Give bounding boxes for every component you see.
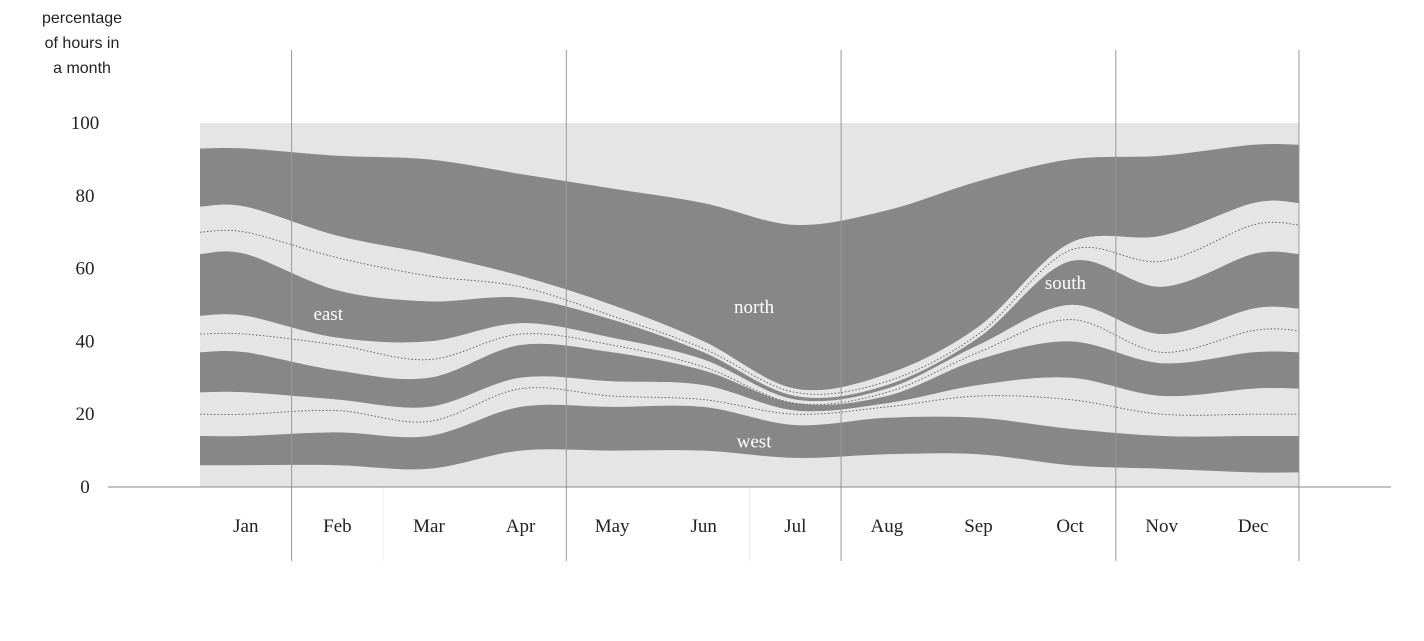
area-band: [200, 376, 1299, 438]
dotted-separators: [199, 221, 1300, 423]
x-tick-label: Oct: [1056, 516, 1084, 537]
y-axis-label: percentage of hours in a month: [42, 10, 122, 77]
x-tick-label: Dec: [1238, 516, 1269, 537]
y-tick-label: 80: [76, 186, 95, 207]
x-tick-label: Sep: [964, 516, 993, 537]
x-axis-month-labels: Jan Feb Mar Apr May Jun Jul Aug Sep Oct Nov Dec: [233, 516, 1268, 537]
y-tick-label: 60: [76, 259, 95, 280]
y-tick-label: 40: [76, 331, 95, 352]
area-band: [200, 404, 1299, 473]
area-band: [200, 251, 1299, 402]
y-axis-label-line: percentage: [42, 10, 122, 27]
area-band: [200, 200, 1299, 398]
dotted-separator-line: [199, 387, 1299, 423]
x-tick-label: Aug: [871, 516, 904, 537]
x-tick-label: Nov: [1145, 516, 1178, 537]
annotation-label: west: [737, 432, 773, 453]
area-band: [200, 341, 1299, 412]
x-tick-label: Mar: [413, 516, 445, 537]
y-tick-label: 0: [80, 477, 90, 498]
x-tick-label: Jun: [691, 516, 718, 537]
y-tick-label: 20: [76, 404, 95, 425]
annotation-label: east: [313, 304, 343, 325]
dotted-separator-line: [199, 221, 1300, 395]
direction-annotations: north east south west: [313, 273, 1086, 452]
x-tick-label: May: [595, 516, 630, 537]
area-band: [200, 144, 1299, 391]
annotation-label: north: [734, 297, 775, 318]
quarter-lines: [291, 50, 1300, 561]
x-tick-label: Feb: [323, 516, 352, 537]
y-axis-label-line: of hours in: [45, 35, 120, 52]
area-bands: [200, 144, 1299, 473]
area-band: [200, 304, 1299, 405]
y-axis-ticks: 0 20 40 60 80 100: [71, 113, 100, 498]
x-tick-label: Apr: [506, 516, 536, 537]
x-tick-label: Jul: [784, 516, 806, 537]
y-tick-label: 100: [71, 113, 100, 134]
y-axis-label-line: a month: [53, 60, 111, 77]
x-tick-label: Jan: [233, 516, 259, 537]
annotation-label: south: [1045, 273, 1087, 294]
